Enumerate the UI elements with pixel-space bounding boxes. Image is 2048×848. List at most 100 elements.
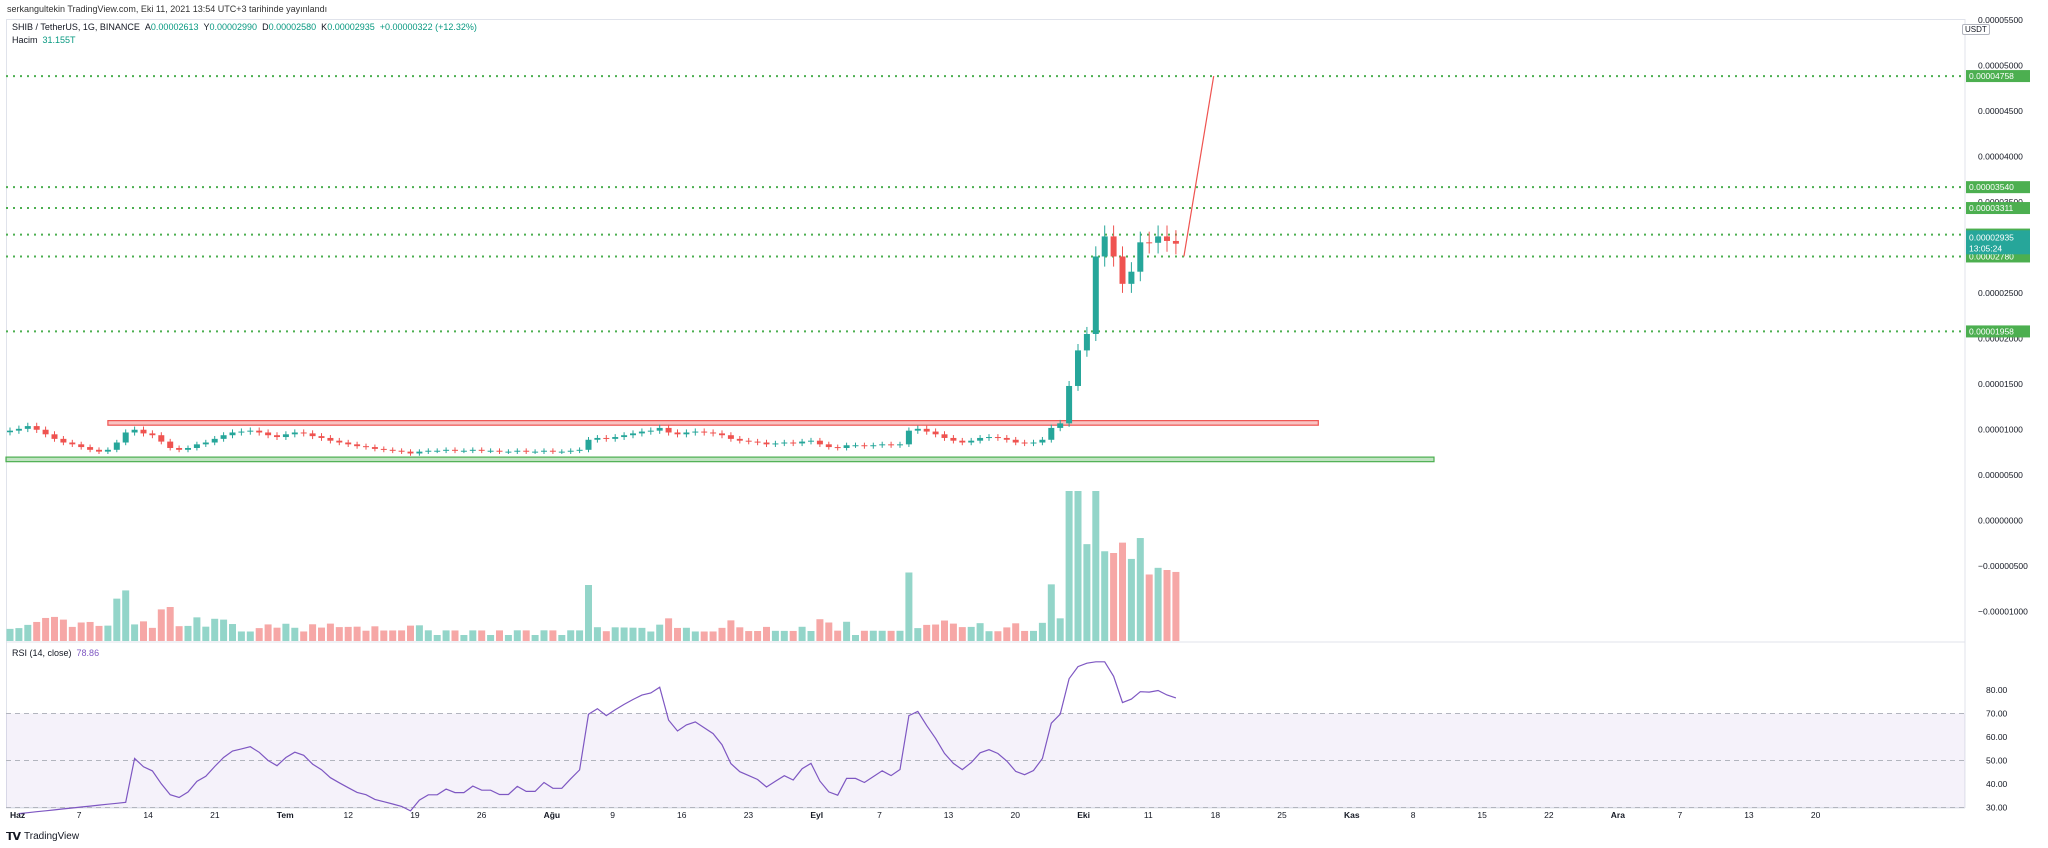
time-axis: Haz 7 14 21 Tem 12 19 26 Ağu 9 16 23 Eyl 7 13 20 Eki 11 18… (10, 810, 1821, 820)
volume-bar (700, 631, 708, 641)
volume-bar (798, 626, 806, 641)
time-tick-label: 15 (1477, 810, 1487, 820)
candle-body (96, 449, 102, 452)
currency-badge[interactable]: USDT (1962, 24, 1990, 35)
volume-bar (291, 627, 299, 641)
volume-bar (246, 631, 254, 641)
price-tick-label: 0.00005000 (1978, 61, 2023, 71)
volume-bar (932, 624, 940, 641)
candle-body (69, 442, 76, 445)
candle-body (549, 450, 556, 452)
candle-body (683, 432, 690, 435)
volume-bar (1127, 558, 1135, 641)
candle-body (523, 450, 530, 452)
candle-body (176, 447, 183, 450)
price-axis: 0.00005500 0.00005000 0.00004500 0.00004000… (1966, 15, 2030, 617)
candle-body (1110, 236, 1117, 257)
current-price-badge (1966, 230, 2030, 255)
candle-body (327, 437, 334, 441)
volume-bar (353, 626, 361, 641)
time-tick-label: Ara (1611, 810, 1625, 820)
volume-bar (763, 626, 770, 641)
volume-bar (1145, 574, 1153, 641)
volume-bar (148, 627, 156, 641)
candle-body (256, 430, 263, 433)
candle-body (790, 442, 797, 444)
rsi-tick-label: 70.00 (1986, 709, 2008, 719)
rsi-tick-label: 40.00 (1986, 779, 2008, 789)
volume-bar (611, 627, 619, 641)
candle-body (60, 438, 67, 443)
candle-body (282, 434, 289, 438)
volume-bar (335, 627, 343, 641)
candle-body (318, 436, 325, 438)
time-tick-label: 19 (410, 810, 420, 820)
candle-body (1101, 236, 1108, 257)
candle-body (398, 450, 405, 452)
volume-bar (1056, 618, 1064, 641)
candle-body (1021, 442, 1028, 444)
volume-bar (629, 627, 637, 641)
volume-bar (344, 626, 352, 641)
volume-bar (602, 631, 610, 641)
volume-bar (1110, 553, 1118, 641)
candle-body (1146, 242, 1153, 244)
volume-bar (424, 630, 432, 641)
tradingview-logo[interactable]: 𝗧𝗩 TradingView (6, 830, 79, 843)
volume-bar (42, 617, 50, 641)
candle-body (701, 431, 708, 433)
volume-bar (469, 630, 477, 641)
candle-body (1119, 256, 1126, 284)
volume-bar (131, 624, 139, 641)
candle-body (879, 444, 886, 446)
candles-layer (7, 225, 1179, 456)
volume-bar (309, 624, 317, 641)
time-tick-label: 7 (1678, 810, 1683, 820)
volume-bar (166, 607, 174, 641)
volume-bar (1092, 491, 1100, 641)
candle-body (33, 426, 40, 430)
volume-bar (869, 630, 877, 641)
volume-bar (318, 627, 325, 641)
price-tick-label: −0.00000500 (1978, 561, 2028, 571)
candle-body (843, 445, 850, 448)
volume-bar (496, 630, 503, 641)
volume-bar (754, 631, 762, 641)
candle-body (1083, 333, 1090, 351)
candle-body (567, 450, 574, 452)
candle-body (487, 450, 494, 452)
volume-bar (407, 625, 414, 641)
tv-logo-icon: 𝗧𝗩 (6, 831, 21, 843)
projection-line (1183, 75, 1215, 257)
candle-body (977, 437, 984, 441)
volume-bar (380, 630, 388, 641)
candle-body (300, 432, 307, 434)
volume-bar (727, 620, 735, 641)
time-tick-label: 20 (1011, 810, 1021, 820)
volume-bar (1012, 623, 1020, 641)
low-label: D (262, 22, 269, 32)
candle-body (799, 441, 806, 444)
candle-body (968, 440, 975, 443)
rsi-tick-label: 60.00 (1986, 732, 2008, 742)
time-tick-label: 11 (1144, 810, 1153, 820)
candle-body (469, 449, 476, 451)
candle-body (772, 443, 779, 445)
candle-body (1164, 236, 1170, 241)
volume-bar (229, 624, 236, 641)
price-tick-label: 0.00003500 (1978, 197, 2023, 207)
volume-bar (1074, 491, 1082, 641)
candle-body (104, 449, 111, 452)
rsi-value: 78.86 (76, 648, 100, 658)
volume-bar (638, 627, 646, 641)
rsi-legend: RSI (14, close) 78.86 (12, 648, 99, 658)
candle-body (558, 451, 565, 453)
open-value: 0.00002613 (150, 22, 199, 32)
volume-bar (1021, 630, 1029, 641)
level-price-badge (1966, 325, 2030, 338)
candle-body (1075, 350, 1081, 386)
volume-bar (905, 572, 913, 641)
candle-body (692, 431, 699, 433)
candle-body (665, 427, 672, 433)
